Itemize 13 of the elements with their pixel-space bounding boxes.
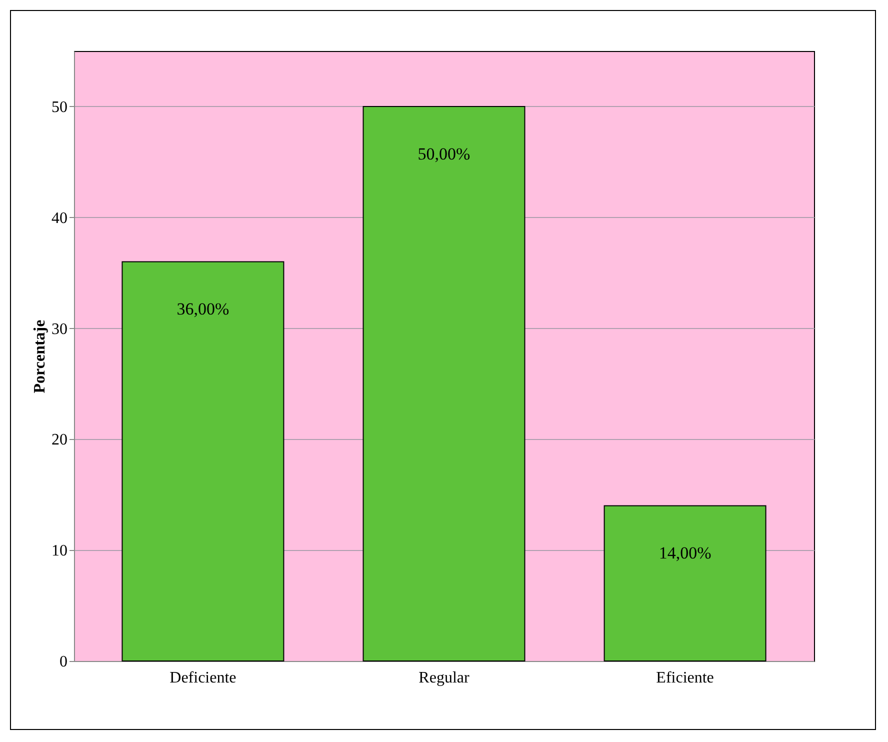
y-tick-label: 20 [52, 432, 68, 449]
y-tick-label: 50 [52, 98, 68, 116]
y-tick-label: 40 [52, 210, 68, 227]
x-tick-label: Regular [418, 670, 470, 686]
x-tick-label: Deficiente [170, 670, 236, 686]
data-label: 50,00% [418, 144, 470, 164]
y-tick-label: 0 [60, 654, 68, 670]
data-label: 14,00% [658, 544, 712, 563]
x-tick-label: Eficiente [656, 670, 714, 686]
y-axis-title: Porcentaje [32, 320, 48, 394]
y-tick-label: 30 [52, 320, 68, 338]
y-tick-label: 10 [52, 542, 68, 560]
data-label: 36,00% [176, 300, 230, 319]
